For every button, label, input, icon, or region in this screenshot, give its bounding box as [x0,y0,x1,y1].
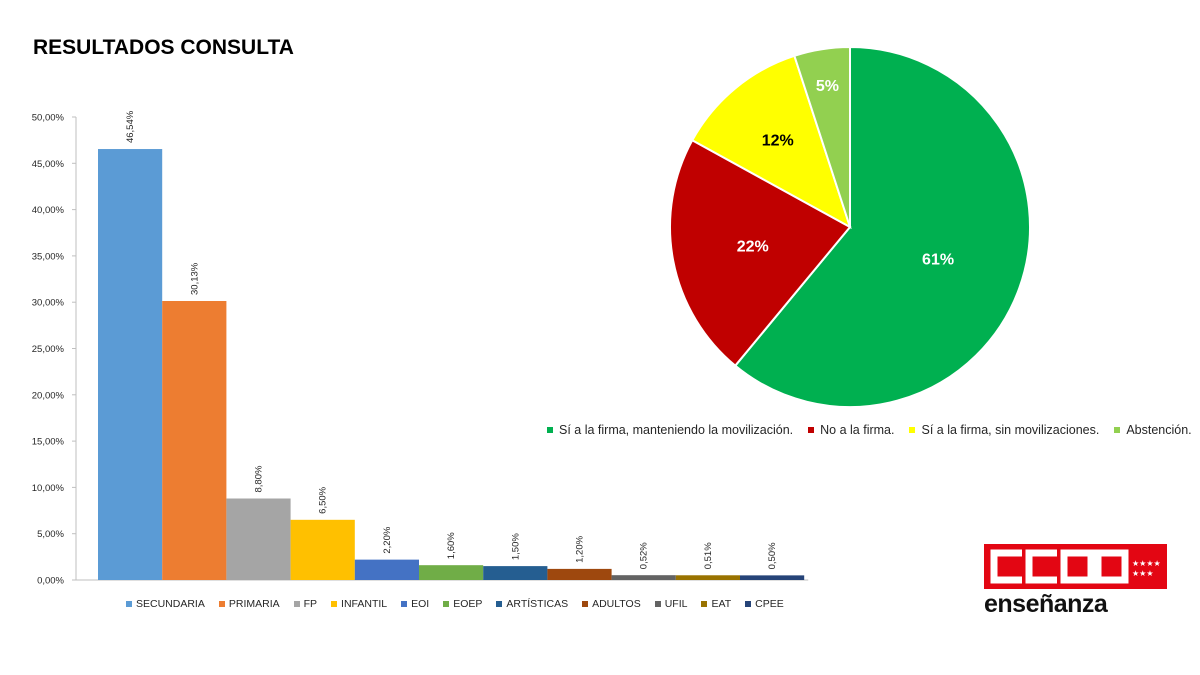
bar-data-label: 1,50% [510,533,521,560]
pie-slice [793,45,851,228]
bar-data-label: 0,52% [639,542,650,569]
bar-data-label: 0,50% [767,542,778,569]
legend-label: Sí a la firma, sin movilizaciones. [921,423,1100,437]
y-tick-label: 10,00% [32,483,65,494]
pie-chart-slices: 61% 22% 12% 5% [669,45,1031,408]
pie-slice [733,45,1031,408]
bar-chart-legend: SECUNDARIA PRIMARIA FP INFANTIL EOI EOEP ARTÍS… [126,598,798,610]
legend-label: SECUNDARIA [136,598,205,610]
legend-swatch [1114,427,1121,433]
bar-data-label: 0,51% [703,542,714,569]
bar-legend-item: EOEP [443,598,482,610]
bar-secundaria [98,149,163,580]
bar-primaria [162,300,227,580]
bar-legend-item: ARTÍSTICAS [496,598,568,610]
bar-data-label: 1,20% [575,535,586,562]
bar-data-label: 1,60% [446,532,457,559]
bar-cpee [740,575,805,580]
ccoo-logo-mark: ★★★★ ★★★ [990,549,1161,584]
legend-swatch [443,601,450,607]
legend-swatch [909,427,916,433]
bar-legend-item: UFIL [654,598,688,610]
pie-slice [690,54,852,230]
page-title: RESULTADOS CONSULTA [33,36,294,59]
y-tick-label: 20,00% [32,390,65,401]
legend-swatch [496,601,503,607]
y-tick-label: 45,00% [32,159,65,170]
bar-legend-item: INFANTIL [331,598,387,610]
bar-data-label: 30,13% [189,262,200,295]
pie-data-label: 12% [762,133,794,150]
y-tick-label: 35,00% [32,251,65,262]
pie-slice [669,138,852,368]
bar-legend-item: EAT [701,598,731,610]
ccoo-logo-box: ★★★★ ★★★ [984,544,1167,589]
legend-label: ARTÍSTICAS [506,598,569,610]
bar-data-label: 46,54% [125,110,136,143]
pie-legend-item: No a la firma. [808,423,894,437]
bar-artísticas [483,566,548,580]
logo-subtitle: enseñanza [984,590,1108,618]
legend-label: No a la firma. [820,423,895,437]
pie-data-label: 61% [922,252,954,269]
legend-label: PRIMARIA [228,598,280,610]
bar-infantil [290,519,355,580]
y-tick-label: 40,00% [32,205,65,216]
svg-text:★★★★: ★★★★ [1132,559,1161,568]
bar-eat [675,575,740,580]
bar-chart: 0,00% 5,00% 10,00% 15,00% 20,00% 25,00% 30,00%… [32,110,809,587]
bar-legend-item: PRIMARIA [218,598,280,610]
legend-swatch [331,601,338,607]
svg-text:★★★: ★★★ [1132,569,1154,578]
legend-swatch [401,601,408,607]
ccoo-ensenanza-logo: ★★★★ ★★★ enseñanza [984,544,1168,618]
legend-label: CPEE [755,598,784,610]
pie-data-label: 22% [737,239,769,256]
pie-chart-legend: Sí a la firma, manteniendo la movilizaci… [547,423,1200,437]
legend-label: EOEP [453,598,483,610]
legend-swatch [808,427,815,433]
bar-eoep [419,565,484,580]
legend-swatch [547,427,553,433]
legend-swatch [126,601,132,607]
legend-label: INFANTIL [341,598,388,610]
bar-legend-item: FP [293,598,318,610]
legend-swatch [701,601,708,607]
bar-legend-item: SECUNDARIA [126,598,205,610]
y-tick-label: 0,00% [37,576,64,587]
legend-swatch [218,601,225,607]
legend-label: Sí a la firma, manteniendo la movilizaci… [559,423,794,437]
bar-legend-item: ADULTOS [582,598,641,610]
bar-legend-item: EOI [401,598,429,610]
pie-legend-item: Sí a la firma, manteniendo la movilizaci… [547,423,793,437]
pie-chart: 61% 22% 12% 5% [669,45,1031,408]
bar-data-label: 6,50% [318,486,329,513]
y-tick-label: 30,00% [32,298,65,309]
bar-legend-item: CPEE [745,598,784,610]
pie-legend-item: Sí a la firma, sin movilizaciones. [909,423,1099,437]
bar-fp [226,498,291,580]
legend-swatch [654,601,661,607]
bar-data-label: 8,80% [254,465,265,492]
y-tick-label: 5,00% [37,529,64,540]
bar-chart-bars: 46,54% 30,13% 8,80% 6,50% 2,20% 1,60% 1,50% 1,2… [98,110,805,580]
legend-label: Abstención. [1126,423,1192,437]
legend-swatch [582,601,589,607]
legend-label: ADULTOS [592,598,641,610]
pie-legend-item: Abstención. [1114,423,1192,437]
legend-swatch [745,601,752,607]
legend-label: EOI [411,598,430,610]
bar-eoi [354,559,419,580]
legend-label: UFIL [664,598,688,610]
y-tick-label: 50,00% [32,113,65,124]
bar-ufil [611,575,676,580]
bar-data-label: 2,20% [382,526,393,553]
pie-data-label: 5% [816,78,839,95]
bar-adultos [547,568,612,580]
y-tick-label: 15,00% [32,437,65,448]
legend-label: EAT [711,598,732,610]
y-tick-label: 25,00% [32,344,65,355]
legend-label: FP [303,598,318,610]
legend-swatch [293,601,300,607]
